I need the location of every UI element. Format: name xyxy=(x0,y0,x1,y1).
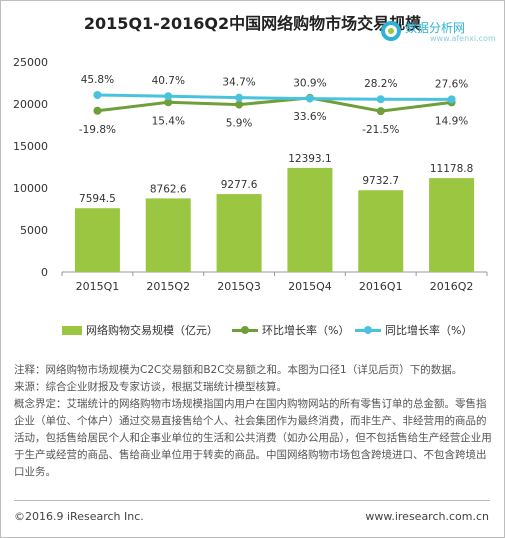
bar-value-label: 11178.8 xyxy=(430,163,473,175)
bar xyxy=(358,190,404,272)
tb-series-value-label: 34.7% xyxy=(222,77,255,89)
tb-series-point xyxy=(93,91,102,100)
bar-value-label: 7594.5 xyxy=(79,193,116,205)
bar xyxy=(287,167,333,272)
bar-value-label: 9732.7 xyxy=(362,175,399,187)
footer-website: www.iresearch.com.cn xyxy=(365,510,489,523)
hb-series-value-label: -19.8% xyxy=(79,124,116,136)
legend-bar-swatch xyxy=(62,325,82,335)
bar-value-label: 9277.6 xyxy=(221,179,258,191)
x-tick-label: 2015Q1 xyxy=(76,280,120,293)
y-tick-label: 5000 xyxy=(20,224,48,237)
tb-series-value-label: 27.6% xyxy=(435,78,468,90)
hb-series-point xyxy=(376,107,385,116)
bar-value-label: 12393.1 xyxy=(288,153,331,165)
bar xyxy=(216,194,262,272)
footer-divider xyxy=(14,500,490,501)
footer-copyright: ©2016.9 iResearch Inc. xyxy=(14,510,144,523)
legend-tb-swatch xyxy=(355,325,381,335)
legend-item-tb: 同比增长率（%） xyxy=(355,322,472,338)
hb-series-line xyxy=(97,96,452,113)
tb-series-value-label: 45.8% xyxy=(81,74,114,86)
legend-item-hb: 环比增长率（%） xyxy=(232,322,349,338)
tb-series-point xyxy=(235,93,244,102)
bar-value-label: 8762.6 xyxy=(150,183,187,195)
legend-label-tb: 同比增长率（%） xyxy=(385,324,473,337)
combo-chart: 0 5000 10000 15000 20000 25000 7594.5 2015Q1 876… xyxy=(13,56,488,293)
bar xyxy=(74,208,120,272)
y-tick-label: 10000 xyxy=(13,182,48,195)
legend-label-bar: 网络购物交易规模（亿元） xyxy=(86,324,218,337)
bar xyxy=(429,178,475,272)
legend-label-hb: 环比增长率（%） xyxy=(262,324,350,337)
y-tick-label: 20000 xyxy=(13,98,48,111)
tb-series-point xyxy=(376,95,385,104)
x-tick-label: 2015Q4 xyxy=(288,280,332,293)
hb-series-point xyxy=(235,100,244,109)
hb-series-value-label: 14.9% xyxy=(435,115,468,127)
note-source: 来源：综合企业财报及专家访谈，根据艾瑞统计模型核算。 xyxy=(14,381,287,393)
watermark-text: 数据分析网 xyxy=(405,21,466,35)
hb-series-point xyxy=(164,98,173,107)
x-tick-label: 2016Q2 xyxy=(430,280,474,293)
tb-series-value-label: 28.2% xyxy=(364,78,397,90)
watermark: 数据分析网 www.afenxi.com xyxy=(380,18,504,52)
hb-series-point xyxy=(93,106,102,115)
tb-series-point xyxy=(447,95,456,104)
x-tick-label: 2016Q1 xyxy=(359,280,403,293)
hb-series-value-label: -21.5% xyxy=(362,124,399,136)
tb-series-point xyxy=(164,92,173,101)
x-tick-label: 2015Q2 xyxy=(146,280,190,293)
chart-title: 2015Q1-2016Q2中国网络购物市场交易规模 xyxy=(83,14,422,33)
y-tick-label: 25000 xyxy=(13,56,48,69)
tb-series-value-label: 30.9% xyxy=(293,78,326,90)
tb-series-point xyxy=(305,94,314,103)
bar xyxy=(145,198,191,272)
note-definition: 概念界定：艾瑞统计的网络购物市场规模指国内用户在国内购物网站的所有零售订单的总金… xyxy=(14,398,492,478)
legend-item-bar: 网络购物交易规模（亿元） xyxy=(62,322,218,338)
hb-series-value-label: 33.6% xyxy=(293,111,326,123)
x-tick-label: 2015Q3 xyxy=(217,280,261,293)
legend-hb-swatch xyxy=(232,325,258,335)
note-annotation: 注释：网络购物市场规模为C2C交易额和B2C交易额之和。本图为口径1（详见后页）… xyxy=(14,364,463,376)
y-tick-label: 0 xyxy=(41,266,48,279)
watermark-logo-icon xyxy=(381,21,401,41)
tb-series-value-label: 40.7% xyxy=(152,75,185,87)
legend: 网络购物交易规模（亿元） 环比增长率（%） 同比增长率（%） xyxy=(0,322,505,342)
y-tick-label: 15000 xyxy=(13,140,48,153)
tb-series-line xyxy=(97,93,452,101)
hb-series-value-label: 5.9% xyxy=(226,118,253,130)
notes-block: 注释：网络购物市场规模为C2C交易额和B2C交易额之和。本图为口径1（详见后页）… xyxy=(14,362,492,481)
hb-series-value-label: 15.4% xyxy=(152,115,185,127)
watermark-url: www.afenxi.com xyxy=(430,34,496,43)
